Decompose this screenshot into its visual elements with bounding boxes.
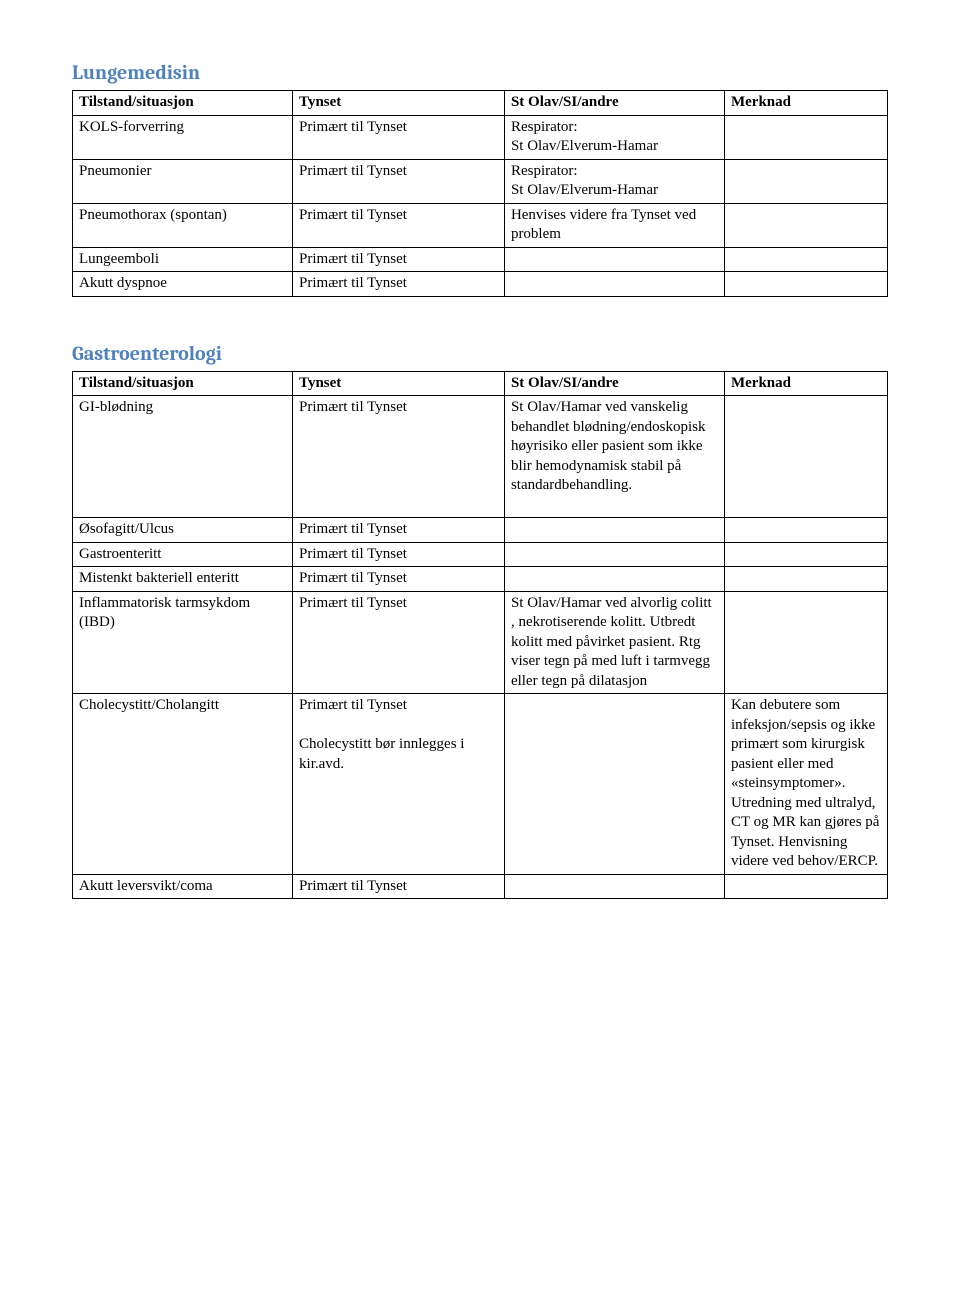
table-cell: KOLS-forverring [73, 115, 293, 159]
table-row: Cholecystitt/CholangittPrimært til Tynse… [73, 694, 888, 875]
table-cell: Primært til Tynset [293, 159, 505, 203]
table-cell [504, 272, 724, 297]
table-cell: Henvises videre fra Tynset ved problem [504, 203, 724, 247]
table-cell: Primært til Tynset [293, 567, 505, 592]
table-cell [724, 591, 887, 694]
table-cell [724, 518, 887, 543]
column-header: Merknad [724, 371, 887, 396]
table-cell [724, 159, 887, 203]
table-cell: Primært til Tynset [293, 874, 505, 899]
table-cell: Primært til Tynset [293, 247, 505, 272]
table-cell: Primært til TynsetCholecystitt bør innle… [293, 694, 505, 875]
table-row: LungeemboliPrimært til Tynset [73, 247, 888, 272]
table-cell: Pneumothorax (spontan) [73, 203, 293, 247]
table-cell [504, 874, 724, 899]
column-header: Merknad [724, 91, 887, 116]
table-cell: St Olav/Hamar ved alvorlig colitt , nekr… [504, 591, 724, 694]
data-table: Tilstand/situasjonTynsetSt Olav/SI/andre… [72, 371, 888, 900]
table-cell: GI-blødning [73, 396, 293, 518]
table-cell [724, 396, 887, 518]
table-row: Akutt leversvikt/comaPrimært til Tynset [73, 874, 888, 899]
column-header: St Olav/SI/andre [504, 91, 724, 116]
table-cell: Primært til Tynset [293, 115, 505, 159]
table-cell: Respirator:St Olav/Elverum-Hamar [504, 159, 724, 203]
table-row: Pneumothorax (spontan)Primært til Tynset… [73, 203, 888, 247]
table-cell: Respirator:St Olav/Elverum-Hamar [504, 115, 724, 159]
table-row: GI-blødningPrimært til TynsetSt Olav/Ham… [73, 396, 888, 518]
table-row: Inflammatorisk tarmsykdom (IBD)Primært t… [73, 591, 888, 694]
table-cell: Inflammatorisk tarmsykdom (IBD) [73, 591, 293, 694]
table-cell [724, 542, 887, 567]
table-row: Mistenkt bakteriell enterittPrimært til … [73, 567, 888, 592]
column-header: St Olav/SI/andre [504, 371, 724, 396]
data-table: Tilstand/situasjonTynsetSt Olav/SI/andre… [72, 90, 888, 297]
table-cell [724, 567, 887, 592]
section-title: Gastroenterologi [72, 341, 888, 367]
table-cell [504, 247, 724, 272]
table-cell [504, 694, 724, 875]
column-header: Tilstand/situasjon [73, 91, 293, 116]
table-cell: Primært til Tynset [293, 396, 505, 518]
table-cell: Akutt dyspnoe [73, 272, 293, 297]
table-cell [724, 203, 887, 247]
table-cell: Kan debutere som infeksjon/sepsis og ikk… [724, 694, 887, 875]
column-header: Tilstand/situasjon [73, 371, 293, 396]
table-cell: St Olav/Hamar ved vanskelig behandlet bl… [504, 396, 724, 518]
table-cell [504, 567, 724, 592]
table-cell: Lungeemboli [73, 247, 293, 272]
table-row: PneumonierPrimært til TynsetRespirator:S… [73, 159, 888, 203]
table-cell [504, 542, 724, 567]
table-cell: Gastroenteritt [73, 542, 293, 567]
table-cell: Primært til Tynset [293, 591, 505, 694]
table-cell: Cholecystitt/Cholangitt [73, 694, 293, 875]
table-cell: Primært til Tynset [293, 203, 505, 247]
table-cell: Primært til Tynset [293, 272, 505, 297]
table-cell [724, 115, 887, 159]
table-cell: Pneumonier [73, 159, 293, 203]
table-row: KOLS-forverringPrimært til TynsetRespira… [73, 115, 888, 159]
column-header: Tynset [293, 91, 505, 116]
table-cell: Primært til Tynset [293, 518, 505, 543]
table-cell: Akutt leversvikt/coma [73, 874, 293, 899]
table-row: Akutt dyspnoePrimært til Tynset [73, 272, 888, 297]
table-header-row: Tilstand/situasjonTynsetSt Olav/SI/andre… [73, 91, 888, 116]
table-cell [724, 247, 887, 272]
document-root: LungemedisinTilstand/situasjonTynsetSt O… [72, 60, 888, 899]
section-title: Lungemedisin [72, 60, 888, 86]
column-header: Tynset [293, 371, 505, 396]
table-cell: Øsofagitt/Ulcus [73, 518, 293, 543]
table-cell: Primært til Tynset [293, 542, 505, 567]
table-cell [724, 874, 887, 899]
table-header-row: Tilstand/situasjonTynsetSt Olav/SI/andre… [73, 371, 888, 396]
table-cell: Mistenkt bakteriell enteritt [73, 567, 293, 592]
table-row: GastroenterittPrimært til Tynset [73, 542, 888, 567]
table-cell [724, 272, 887, 297]
table-row: Øsofagitt/UlcusPrimært til Tynset [73, 518, 888, 543]
table-cell [504, 518, 724, 543]
